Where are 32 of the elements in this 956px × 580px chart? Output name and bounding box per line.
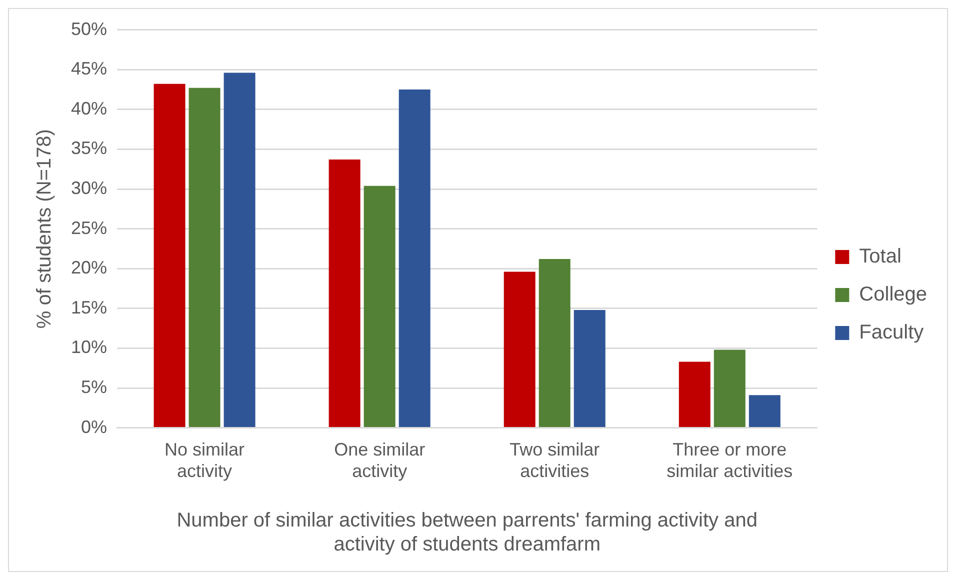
- bar: [678, 362, 710, 428]
- y-tick-label: 5%: [81, 376, 108, 397]
- legend-label: Total: [859, 246, 902, 268]
- legend-label: College: [859, 284, 928, 306]
- bar: [748, 395, 780, 428]
- x-tick-label: No similar activity: [164, 440, 245, 482]
- bar: [188, 88, 220, 428]
- bar: [714, 350, 746, 428]
- bar: [538, 259, 570, 428]
- bar: [154, 84, 186, 428]
- x-tick-label: Three or more similar activities: [666, 440, 793, 482]
- bar: [328, 160, 360, 428]
- y-tick-label: 40%: [70, 98, 108, 118]
- y-axis-title: % of students (N=178): [34, 129, 56, 329]
- x-tick-label: One similar activity: [334, 440, 426, 482]
- bar: [224, 72, 256, 428]
- y-tick-label: 45%: [70, 58, 108, 79]
- legend-label: Faculty: [859, 322, 924, 344]
- y-tick-label: 50%: [70, 18, 108, 39]
- bar: [504, 272, 536, 428]
- y-tick-label: 15%: [70, 297, 108, 318]
- x-tick-label: Two similar activities: [510, 440, 600, 482]
- y-tick-label: 30%: [70, 178, 108, 198]
- y-tick-label: 10%: [70, 337, 108, 358]
- y-tick-label: 20%: [70, 258, 108, 278]
- y-tick-label: 0%: [81, 416, 108, 437]
- y-tick-label: 35%: [70, 138, 108, 158]
- y-tick-label: 25%: [70, 218, 108, 238]
- bar: [364, 186, 396, 428]
- bar: [398, 90, 430, 428]
- bar: [574, 310, 606, 428]
- x-axis-title: Number of similar activities between parrents' farming activity and activity of students dreamfarm: [176, 510, 758, 556]
